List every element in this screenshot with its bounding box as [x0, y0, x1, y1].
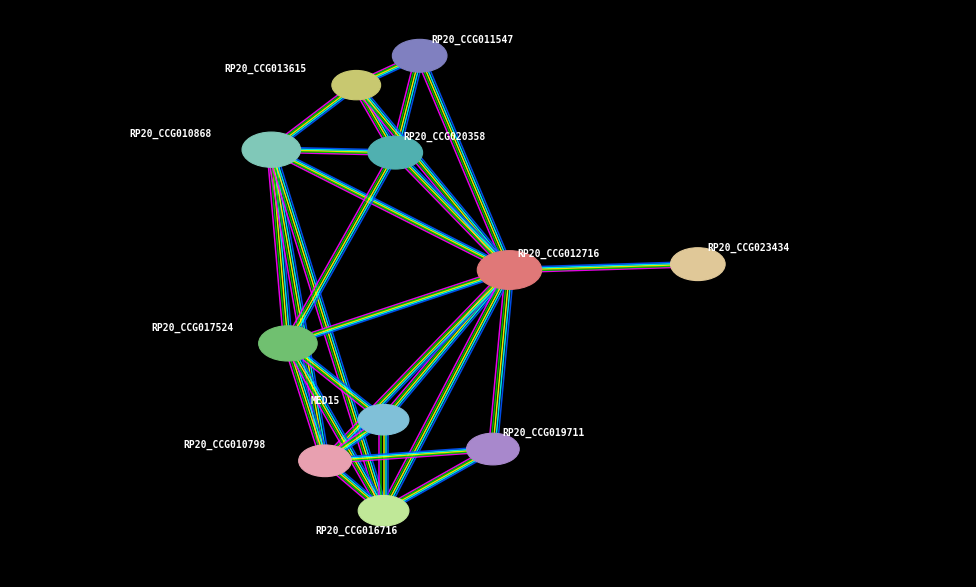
Circle shape [332, 70, 381, 100]
Circle shape [242, 132, 301, 167]
Text: RP20_CCG011547: RP20_CCG011547 [431, 35, 513, 45]
Circle shape [259, 326, 317, 361]
Circle shape [392, 39, 447, 72]
Circle shape [299, 445, 351, 477]
Circle shape [358, 495, 409, 526]
Text: RP20_CCG010868: RP20_CCG010868 [130, 129, 212, 139]
Circle shape [358, 404, 409, 435]
Circle shape [368, 136, 423, 169]
Text: RP20_CCG016716: RP20_CCG016716 [315, 526, 397, 537]
Text: RP20_CCG012716: RP20_CCG012716 [517, 249, 599, 259]
Circle shape [467, 433, 519, 465]
Text: RP20_CCG017524: RP20_CCG017524 [151, 322, 233, 333]
Text: RP20_CCG010798: RP20_CCG010798 [183, 440, 265, 450]
Circle shape [477, 251, 542, 289]
Text: RP20_CCG020358: RP20_CCG020358 [403, 131, 485, 142]
Text: MED15: MED15 [310, 396, 340, 406]
Text: RP20_CCG023434: RP20_CCG023434 [708, 243, 790, 254]
Text: RP20_CCG013615: RP20_CCG013615 [224, 64, 306, 75]
Text: RP20_CCG019711: RP20_CCG019711 [503, 428, 585, 438]
Circle shape [671, 248, 725, 281]
